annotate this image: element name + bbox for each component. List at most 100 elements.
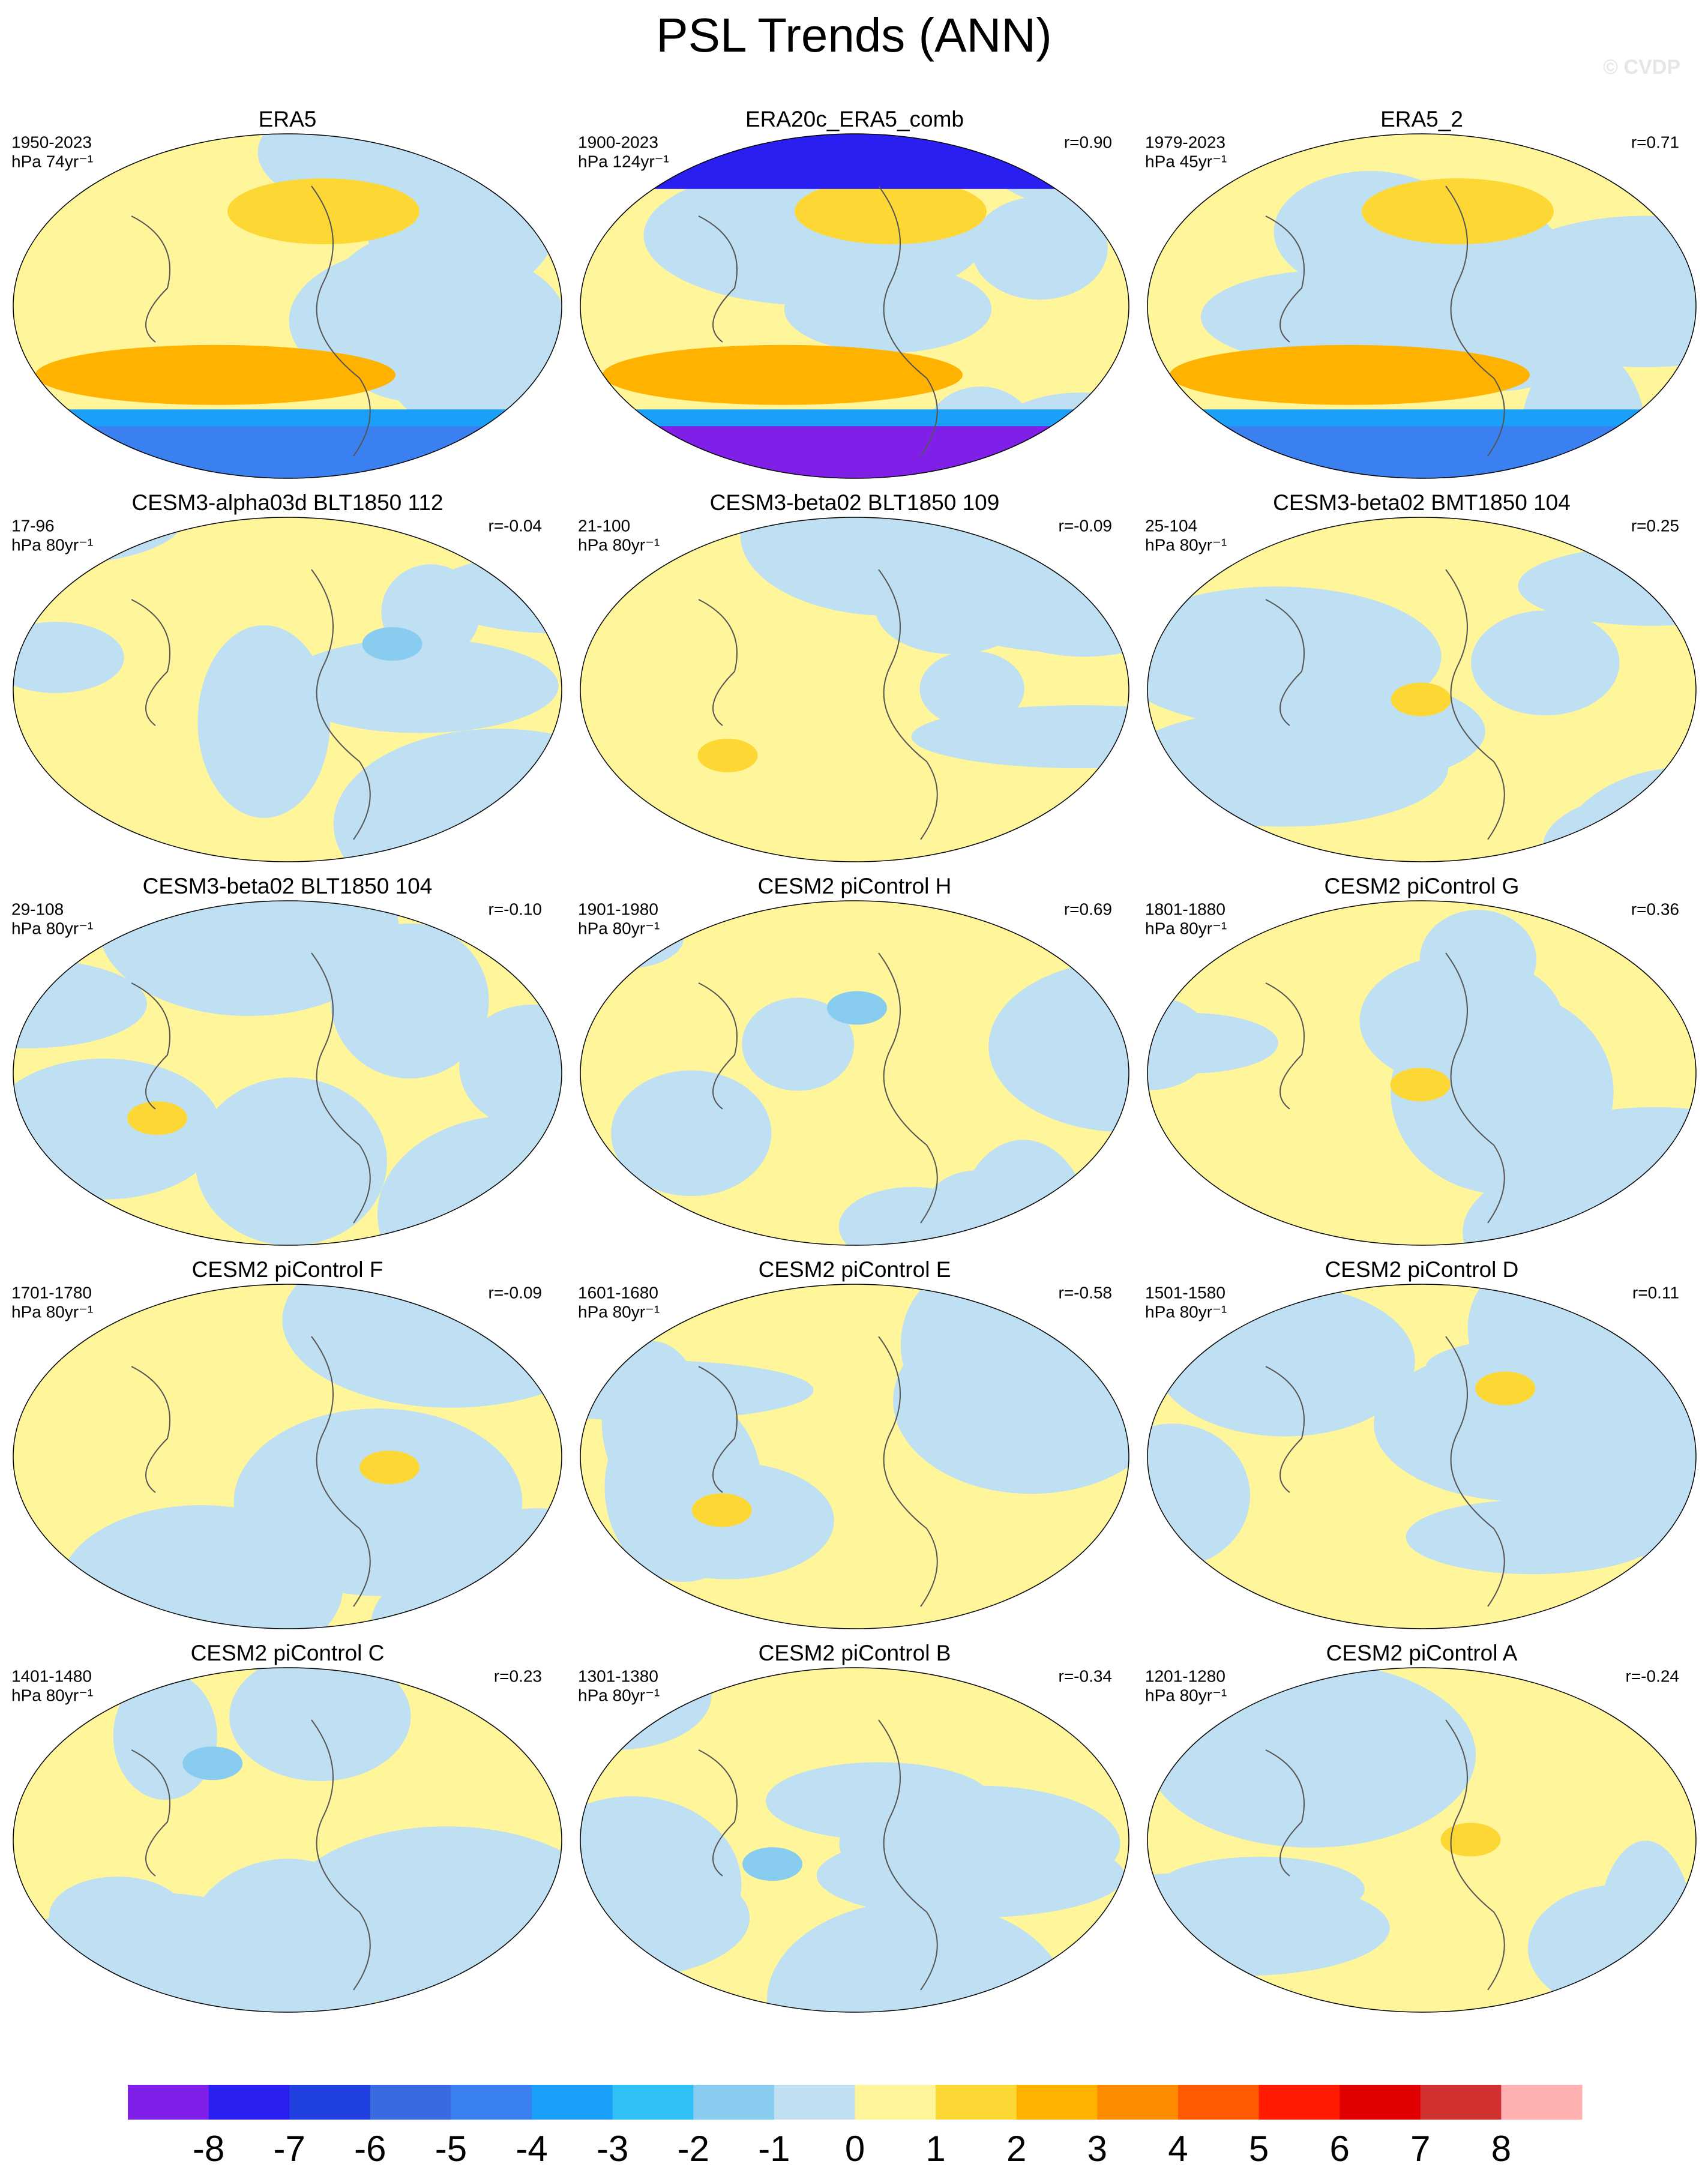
coastline (1265, 952, 1505, 1224)
map-outline (580, 517, 1129, 862)
map-band (13, 409, 562, 427)
panel-units: hPa 80yr⁻¹ (578, 535, 660, 554)
map-region (1440, 1823, 1501, 1857)
colorbar-label: 1 (925, 2129, 945, 2169)
coastline (698, 1719, 938, 1991)
map (1147, 901, 1696, 1245)
map-region (386, 299, 562, 443)
map-outline (1147, 133, 1697, 479)
colorbar-box (693, 2085, 775, 2120)
panel-title: CESM3-beta02 BLT1850 109 (710, 490, 1000, 515)
coastline (1265, 569, 1505, 840)
panel-correlation: r=0.23 (494, 1667, 542, 1685)
map-region (242, 1467, 481, 1591)
colorbar-label: 5 (1249, 2129, 1269, 2169)
map-region (459, 1005, 562, 1129)
colorbar-box (1420, 2085, 1502, 2120)
panel-title: CESM2 piControl F (192, 1257, 383, 1282)
map-region (462, 1508, 562, 1603)
colorbar-box (532, 2085, 613, 2120)
map-region (1390, 1068, 1451, 1102)
colorbar-label: -8 (193, 2129, 224, 2169)
panel-period: 1801-1880 (1145, 900, 1225, 918)
panel-title: ERA5 (259, 107, 317, 131)
colorbar-box (289, 2085, 371, 2120)
map-outline (580, 900, 1129, 1246)
map-outline (580, 1284, 1129, 1629)
colorbar-box (370, 2085, 451, 2120)
panel-period: 1979-2023 (1145, 133, 1225, 151)
panel-period: 1900-2023 (578, 133, 658, 151)
coastline (1265, 1336, 1505, 1607)
colorbar-box (1016, 2085, 1098, 2120)
map-region (1406, 1500, 1660, 1575)
map-region (1471, 610, 1620, 716)
map-region (1362, 178, 1554, 245)
map-region (278, 1826, 562, 2010)
map-outline (1147, 900, 1697, 1246)
panel-title: CESM3-alpha03d BLT1850 112 (131, 490, 443, 515)
panel-title: CESM3-beta02 BLT1850 104 (143, 874, 433, 898)
coastline (1265, 1719, 1505, 1991)
panel-period: 25-104 (1145, 516, 1197, 535)
map-band (1147, 409, 1696, 427)
map-region (1521, 222, 1696, 319)
colorbar-box (1097, 2085, 1179, 2120)
map-region (227, 178, 419, 245)
map (13, 1668, 562, 2012)
colorbar-box (1340, 2085, 1421, 2120)
map-band (580, 409, 1129, 427)
panel-units: hPa 80yr⁻¹ (1145, 1302, 1227, 1321)
panel-units: hPa 80yr⁻¹ (578, 1686, 660, 1704)
colorbar-box (1177, 2085, 1260, 2120)
panel-correlation: r=0.90 (1064, 133, 1112, 151)
map-region (767, 1901, 1067, 2012)
coastline (131, 185, 371, 457)
map-region (611, 1070, 772, 1197)
map-region (795, 178, 987, 245)
panel-correlation: r=0.71 (1631, 133, 1679, 151)
map-region (691, 1493, 752, 1527)
map-region (826, 991, 887, 1025)
panel-period: 29-108 (11, 900, 64, 918)
colorbar-label: -2 (678, 2129, 709, 2169)
panel-period: 1301-1380 (578, 1667, 658, 1685)
panel-units: hPa 80yr⁻¹ (1145, 535, 1227, 554)
map-region (603, 344, 963, 405)
map-region (127, 1101, 188, 1135)
map-region (580, 1857, 750, 1979)
panel-period: 1401-1480 (11, 1667, 92, 1685)
map-region (971, 196, 1108, 300)
map-region (742, 997, 855, 1091)
map-region (838, 1186, 986, 1245)
map-outline (13, 133, 562, 479)
coastline (698, 1336, 938, 1607)
coastline (131, 1719, 371, 1991)
panel-title: ERA20c_ERA5_comb (745, 107, 964, 131)
colorbar-box (855, 2085, 936, 2120)
map-outline (13, 517, 562, 862)
coastline (1265, 185, 1505, 457)
colorbar-box (451, 2085, 532, 2120)
coastline (698, 569, 938, 840)
map-region (197, 625, 331, 818)
map-region (601, 1341, 704, 1501)
map-region (13, 1893, 320, 2012)
map-region (1359, 955, 1563, 1087)
map-region (1147, 1423, 1250, 1567)
panel-period: 1201-1280 (1145, 1667, 1225, 1685)
colorbar-box (1258, 2085, 1340, 2120)
panel-period: 1501-1580 (1145, 1283, 1225, 1302)
panel-title: CESM3-beta02 BMT1850 104 (1273, 490, 1571, 515)
colorbar-label: -5 (435, 2129, 467, 2169)
panel-units: hPa 80yr⁻¹ (11, 1686, 93, 1704)
map-region (359, 1450, 420, 1485)
map-region (742, 1847, 802, 1881)
panel-units: hPa 80yr⁻¹ (11, 919, 93, 937)
panel-correlation: r=-0.04 (489, 516, 543, 535)
colorbar-label: -7 (274, 2129, 305, 2169)
panel-title: CESM2 piControl C (191, 1641, 385, 1665)
map-region (362, 627, 422, 661)
map-outline (1147, 517, 1697, 862)
